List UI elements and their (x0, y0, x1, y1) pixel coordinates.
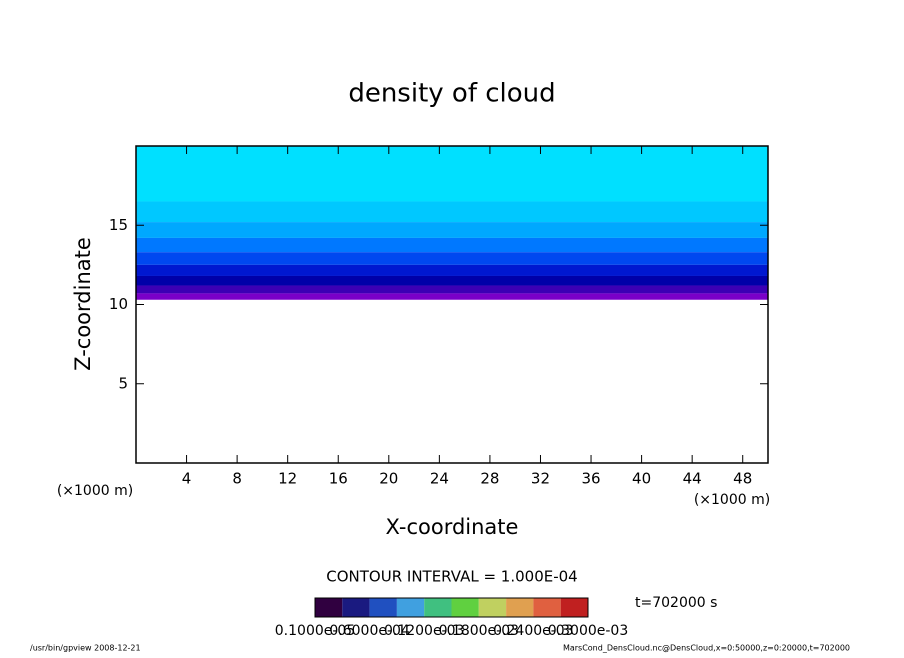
contour-band (136, 293, 768, 300)
y-unit: (×1000 m) (57, 483, 133, 499)
contour-band (136, 264, 768, 276)
footer-right: MarsCond_DensCloud.nc@DensCloud,x=0:5000… (563, 644, 850, 653)
colorbar-cell (396, 598, 425, 617)
y-tick-label: 10 (109, 295, 128, 313)
x-tick-label: 12 (278, 470, 297, 488)
x-tick-label: 24 (430, 470, 449, 488)
colorbar-label: 0.6000e-04 (329, 623, 410, 639)
x-tick-label: 16 (329, 470, 348, 488)
colorbar-cell (424, 598, 452, 617)
colorbar-label: 0.1000e-05 (275, 623, 355, 639)
colorbar-cell (369, 598, 397, 617)
colorbar-label: 0.1200e-03 (384, 623, 464, 639)
contour-band (136, 285, 768, 294)
x-tick-label: 40 (632, 470, 651, 488)
x-tick-label: 20 (379, 470, 398, 488)
contour-band (136, 222, 768, 238)
contour-interval: CONTOUR INTERVAL = 1.000E-04 (326, 568, 577, 586)
y-tick-label: 15 (109, 216, 128, 234)
colorbar-cell (451, 598, 479, 617)
colorbar-label: 0.2400e-03 (493, 623, 573, 639)
x-tick-label: 28 (480, 470, 499, 488)
time-label: t=702000 s (635, 595, 717, 611)
colorbar-cell (315, 598, 343, 617)
colorbar-cell (560, 598, 588, 617)
contour-band (136, 275, 768, 286)
x-tick-label: 48 (733, 470, 752, 488)
contour-band (136, 237, 768, 253)
contour-band (136, 201, 768, 223)
colorbar-frame (314, 597, 589, 618)
x-tick-label: 44 (683, 470, 702, 488)
colorbar-cell (342, 598, 370, 617)
colorbar-cell (533, 598, 561, 617)
x-tick-label: 32 (531, 470, 550, 488)
y-axis-label: Z-coordinate (71, 237, 95, 371)
x-tick-label: 8 (232, 470, 242, 488)
x-tick-label: 4 (182, 470, 192, 488)
y-tick-label: 5 (118, 374, 128, 392)
x-tick-label: 36 (581, 470, 600, 488)
x-unit: (×1000 m) (694, 492, 770, 508)
colorbar-cell (478, 598, 507, 617)
chart-title: density of cloud (348, 79, 555, 109)
footer-left: /usr/bin/gpview 2008-12-21 (30, 644, 141, 653)
x-axis-label: X-coordinate (386, 515, 519, 539)
colorbar-cell (506, 598, 534, 617)
contour-band (136, 252, 768, 265)
contour-band (136, 146, 768, 202)
colorbar-label: 0.1800e-03 (439, 623, 519, 639)
colorbar-label: 0.3000e-03 (548, 623, 628, 639)
